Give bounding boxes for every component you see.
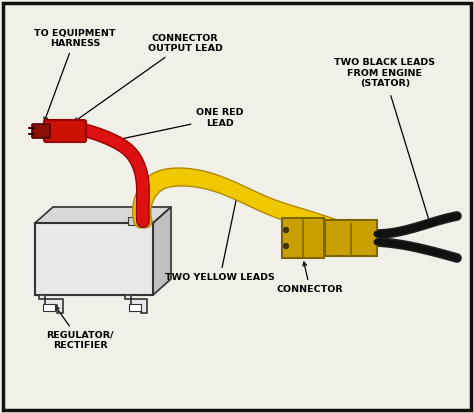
- Text: REGULATOR/
RECTIFIER: REGULATOR/ RECTIFIER: [46, 306, 114, 350]
- FancyBboxPatch shape: [43, 304, 55, 311]
- Text: TWO BLACK LEADS
FROM ENGINE
(STATOR): TWO BLACK LEADS FROM ENGINE (STATOR): [335, 58, 436, 88]
- FancyBboxPatch shape: [129, 304, 141, 311]
- FancyBboxPatch shape: [128, 217, 150, 225]
- FancyBboxPatch shape: [282, 218, 324, 258]
- FancyBboxPatch shape: [325, 220, 377, 256]
- Text: TWO YELLOW LEADS: TWO YELLOW LEADS: [165, 195, 275, 282]
- Ellipse shape: [283, 244, 289, 249]
- Polygon shape: [153, 207, 171, 295]
- FancyBboxPatch shape: [32, 124, 50, 138]
- Polygon shape: [39, 295, 63, 313]
- Polygon shape: [125, 295, 147, 313]
- Text: ONE RED
LEAD: ONE RED LEAD: [118, 108, 244, 141]
- Ellipse shape: [283, 228, 289, 233]
- Text: TO EQUIPMENT
HARNESS: TO EQUIPMENT HARNESS: [34, 28, 116, 121]
- FancyBboxPatch shape: [35, 223, 153, 295]
- Text: CONNECTOR: CONNECTOR: [277, 262, 343, 294]
- FancyBboxPatch shape: [44, 120, 86, 142]
- Polygon shape: [35, 207, 171, 223]
- Text: CONNECTOR
OUTPUT LEAD: CONNECTOR OUTPUT LEAD: [74, 33, 222, 121]
